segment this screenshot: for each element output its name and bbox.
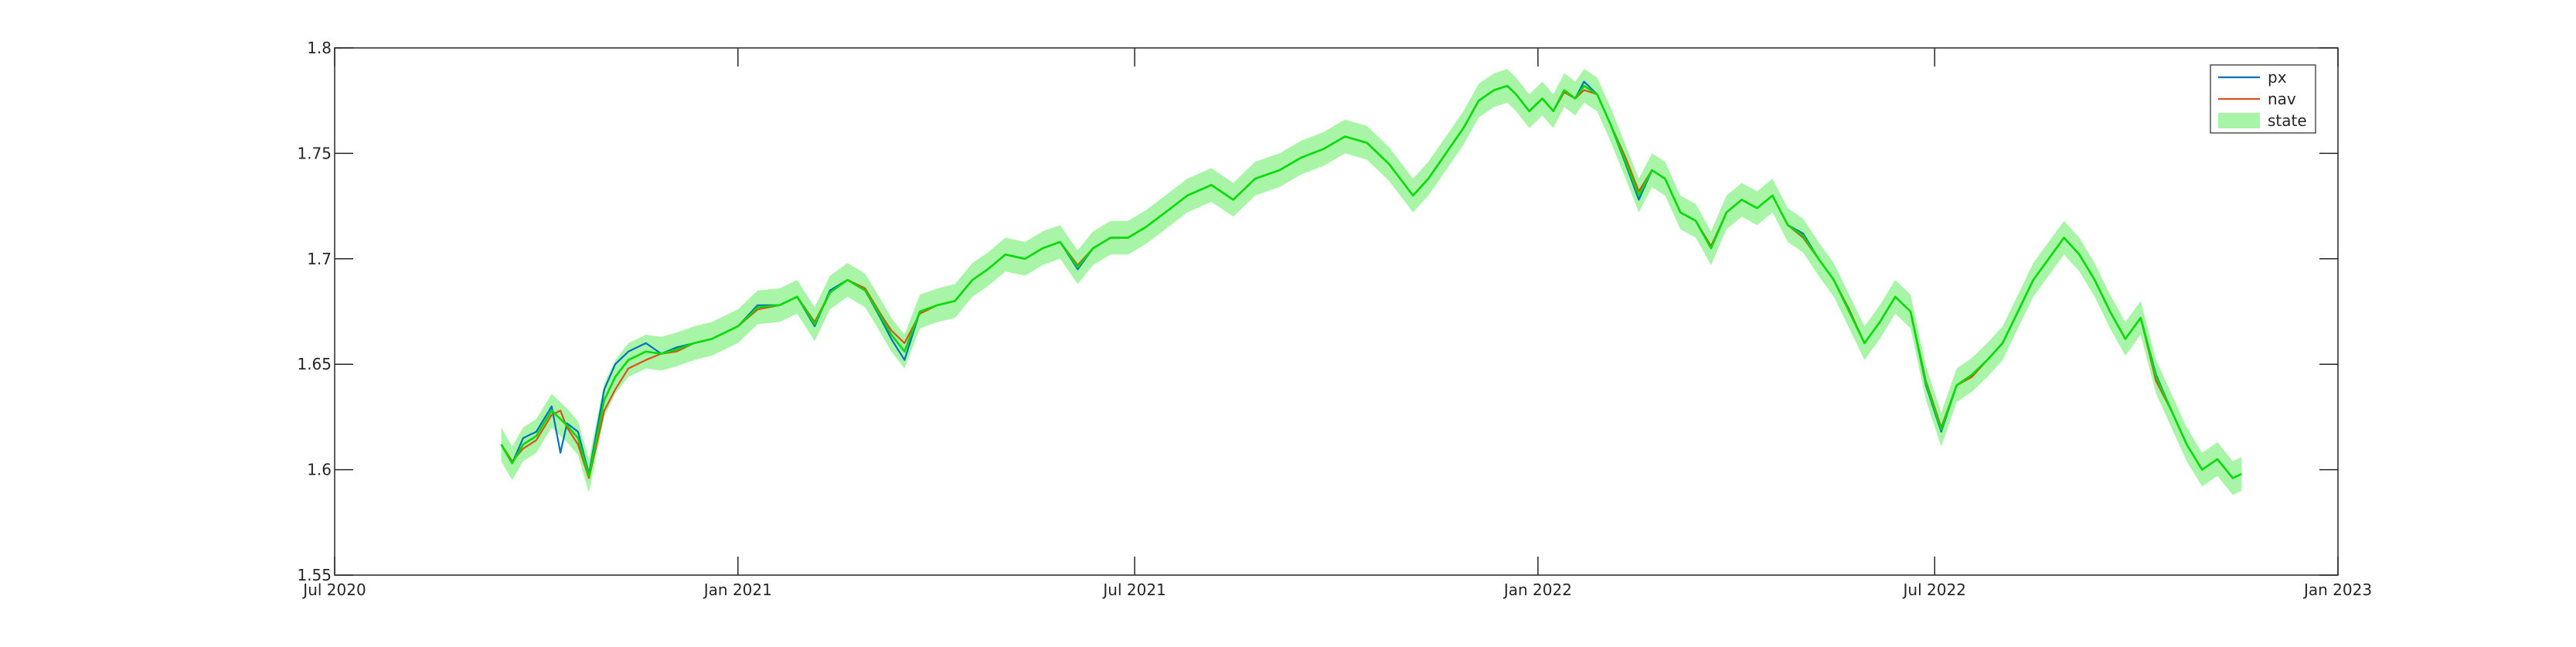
y-tick-label: 1.8: [307, 39, 332, 57]
x-tick-label: Jul 2022: [1902, 581, 1966, 599]
plot-layer: [500, 69, 2242, 495]
x-tick-label: Jul 2021: [1101, 581, 1165, 599]
y-tick-label: 1.75: [297, 144, 332, 162]
legend-label-px: px: [2268, 68, 2287, 87]
y-tick-label: 1.7: [307, 250, 332, 268]
x-tick-label: Jul 2020: [301, 581, 366, 599]
x-tick-label: Jan 2021: [703, 581, 772, 599]
x-tick-label: Jan 2023: [2302, 581, 2372, 599]
axes-box: [334, 47, 2339, 576]
tick-layer: 1.55 1.6 1.65 1.7 1.75 1.8 Jul 2020 Jan 2021 Jul…: [297, 39, 2372, 599]
x-tick-label: Jan 2022: [1502, 581, 1572, 599]
series-line-state: [500, 84, 2242, 479]
legend-label-nav: nav: [2268, 90, 2296, 108]
y-tick-label: 1.6: [307, 461, 332, 479]
legend-label-state: state: [2268, 111, 2307, 130]
y-tick-label: 1.55: [297, 566, 332, 584]
y-tick-label: 1.65: [297, 355, 332, 373]
legend-swatch-state: [2218, 113, 2260, 128]
state-band: [501, 69, 2242, 495]
legend: px nav state: [2210, 64, 2316, 134]
